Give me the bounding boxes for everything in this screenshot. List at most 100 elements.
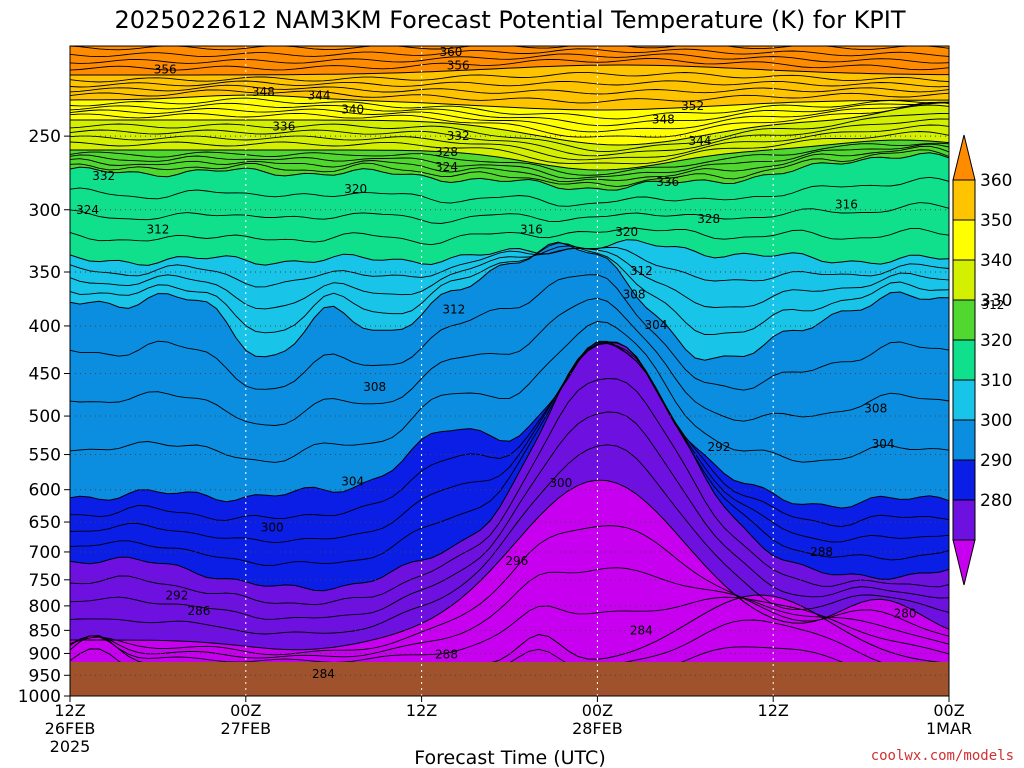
contour-label: 292 <box>165 589 188 603</box>
y-tick-label: 800 <box>29 597 61 617</box>
y-tick-label: 350 <box>29 263 61 283</box>
isoline <box>70 242 949 335</box>
y-tick-label: 950 <box>29 666 61 686</box>
colorbar-swatch <box>952 499 976 541</box>
colorbar-swatch <box>952 459 976 501</box>
x-tick-label: 12Z <box>54 701 85 720</box>
contour-label: 336 <box>656 175 679 189</box>
contour-label: 316 <box>520 222 543 236</box>
credit-text: coolwx.com/models <box>871 748 1014 764</box>
band-teal <box>70 152 949 266</box>
isoline <box>70 101 949 138</box>
isoline <box>70 176 949 207</box>
isoline <box>70 71 949 83</box>
contour-label: 356 <box>154 63 177 77</box>
contour-label: 324 <box>76 203 99 217</box>
colorbar-label: 350 <box>980 211 1012 231</box>
contour-label: 316 <box>835 197 858 211</box>
colorbar-swatch <box>952 419 976 461</box>
x-tick-label: 1MAR <box>926 719 972 738</box>
band-purple <box>70 480 949 665</box>
contour-label: 280 <box>894 606 917 620</box>
isoline <box>70 97 949 120</box>
band-green <box>70 140 949 191</box>
contour-label: 284 <box>630 623 653 637</box>
colorbar-label: 300 <box>980 411 1012 431</box>
isoline <box>70 143 949 180</box>
contour-label: 284 <box>312 667 335 681</box>
contour-label: 312 <box>146 222 169 236</box>
contour-label: 344 <box>688 134 711 148</box>
isoline <box>70 342 949 566</box>
contour-label: 324 <box>435 160 458 174</box>
y-tick-label: 550 <box>29 446 61 466</box>
y-tick-label: 600 <box>29 481 61 501</box>
isoline <box>70 245 949 310</box>
isoline <box>70 227 949 246</box>
colorbar-cap-top <box>952 134 976 181</box>
isoline <box>70 145 949 183</box>
contour-label: 312 <box>981 298 1004 312</box>
contour-label: 308 <box>363 380 386 394</box>
contour-label: 360 <box>439 45 462 59</box>
colorbar-label: 340 <box>980 251 1012 271</box>
isoline <box>70 89 949 104</box>
contour-label: 292 <box>708 440 731 454</box>
contour-label: 328 <box>435 145 458 159</box>
isoline <box>70 479 949 651</box>
contour-label: 304 <box>872 437 895 451</box>
band-deep-blue <box>70 341 949 650</box>
isoline <box>70 46 949 51</box>
y-tick-label: 650 <box>29 513 61 533</box>
y-axis: 250 300 350 400 450 500 550 600 650 700 750 800 850 9… <box>18 127 70 707</box>
contour-label: 328 <box>697 212 720 226</box>
isoline <box>70 94 949 111</box>
y-tick-label: 450 <box>29 365 61 385</box>
contour-label: 320 <box>615 225 638 239</box>
x-tick-label: 00Z <box>582 701 613 720</box>
colorbar-cap-bottom <box>952 539 976 586</box>
contour-label: 348 <box>652 113 675 127</box>
contour-label: 304 <box>645 318 668 332</box>
colorbar-swatch <box>952 179 976 221</box>
isoline <box>70 139 949 171</box>
isoline <box>70 101 949 127</box>
contour-label: 320 <box>344 182 367 196</box>
contour-label: 356 <box>447 59 470 73</box>
isoline <box>70 64 949 76</box>
contour-label: 288 <box>435 647 458 661</box>
colorbar-swatch <box>952 259 976 301</box>
isoline <box>70 239 949 266</box>
x-tick-label: 12Z <box>406 701 437 720</box>
x-tick-label: 26FEB <box>45 719 96 738</box>
isoline <box>70 152 949 191</box>
isoline <box>70 274 949 391</box>
isoline <box>70 525 949 656</box>
x-tick-label: 2025 <box>50 737 91 756</box>
colorbar-label: 360 <box>980 171 1012 191</box>
colorbar-swatch <box>952 379 976 421</box>
chart-title: 2025022612 NAM3KM Forecast Potential Tem… <box>114 6 905 34</box>
contour-label: 332 <box>447 129 470 143</box>
contour-label: 312 <box>442 302 465 316</box>
isoline <box>70 131 949 165</box>
isoline <box>70 341 949 528</box>
band-gold <box>70 65 949 110</box>
x-tick-label: 27FEB <box>220 719 271 738</box>
isoline <box>70 378 949 606</box>
isoline <box>70 84 949 95</box>
colorbar-label: 320 <box>980 331 1012 351</box>
y-tick-label: 700 <box>29 543 61 563</box>
colorbar-label: 280 <box>980 491 1012 511</box>
y-tick-label: 400 <box>29 317 61 337</box>
x-tick-label: 28FEB <box>572 719 623 738</box>
isoline <box>70 118 949 157</box>
y-tick-label: 750 <box>29 571 61 591</box>
colorbar-legend: 360 350 340 330 320 310 300 290 280 <box>952 134 1012 586</box>
y-tick-label: 300 <box>29 201 61 221</box>
y-tick-label: 500 <box>29 407 61 427</box>
isoline <box>70 297 949 426</box>
contour-label: 286 <box>187 604 210 618</box>
ground-terrain <box>70 662 949 696</box>
contour-label: 296 <box>505 554 528 568</box>
